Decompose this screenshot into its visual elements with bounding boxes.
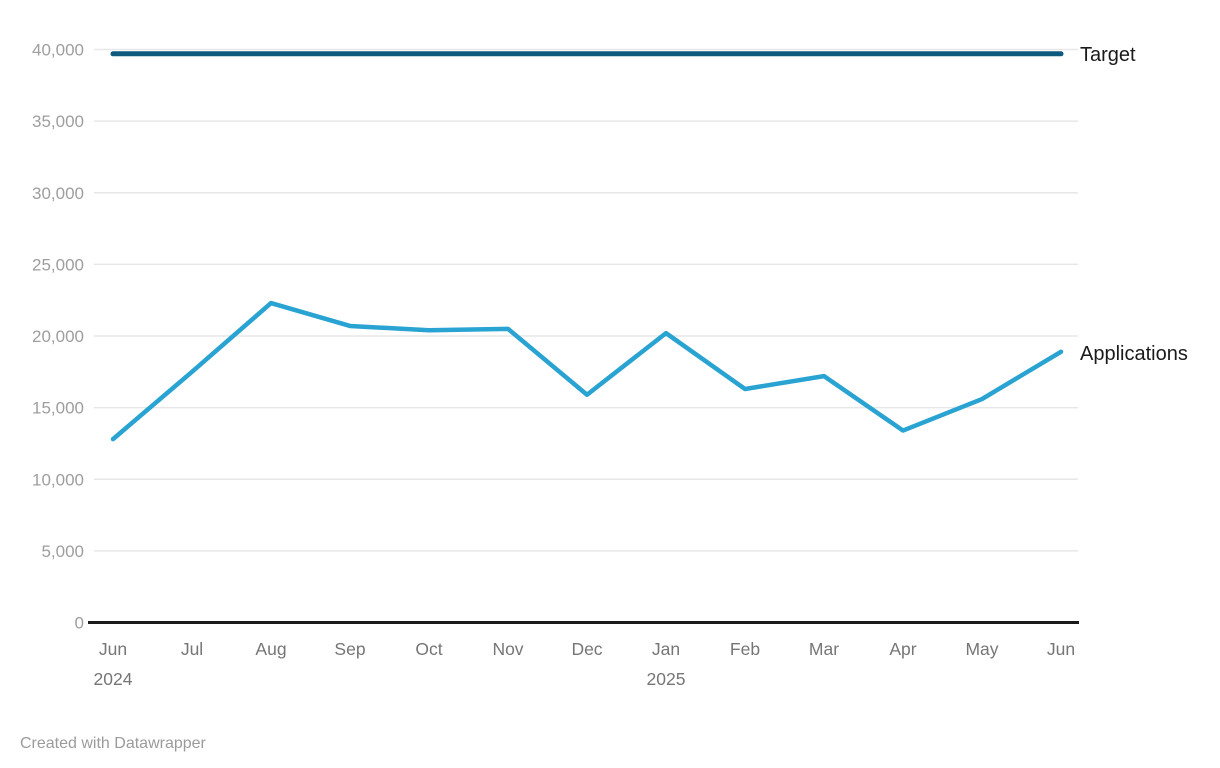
series-label-applications: Applications bbox=[1080, 343, 1188, 365]
applications-line bbox=[110, 300, 1064, 442]
x-axis-tick-label: Jun bbox=[1047, 639, 1075, 659]
y-axis-tick-label: 40,000 bbox=[32, 41, 84, 60]
y-axis-tick-label: 5,000 bbox=[41, 542, 84, 561]
y-axis-tick-label: 20,000 bbox=[32, 327, 84, 346]
x-axis-year-label: 2024 bbox=[94, 669, 133, 689]
y-axis-tick-label: 35,000 bbox=[32, 112, 84, 131]
y-axis-tick-label: 10,000 bbox=[32, 470, 84, 489]
x-axis-tick-label: Aug bbox=[255, 639, 286, 659]
x-axis-tick-label: May bbox=[965, 639, 998, 659]
x-axis-tick-label: Jun bbox=[99, 639, 127, 659]
x-axis-year-label: 2025 bbox=[647, 669, 686, 689]
x-axis-tick-label: Jul bbox=[181, 639, 203, 659]
x-axis-tick-label: Apr bbox=[889, 639, 916, 659]
attribution-text: Created with Datawrapper bbox=[20, 735, 206, 752]
series-label-target: Target bbox=[1080, 44, 1136, 66]
y-axis-tick-label: 15,000 bbox=[32, 399, 84, 418]
x-axis-tick-label: Jan bbox=[652, 639, 680, 659]
x-axis-tick-label: Oct bbox=[415, 639, 442, 659]
x-axis-tick-label: Sep bbox=[334, 639, 365, 659]
x-axis-tick-label: Dec bbox=[571, 639, 602, 659]
x-axis-tick-label: Feb bbox=[730, 639, 760, 659]
x-axis-tick-label: Mar bbox=[809, 639, 839, 659]
y-axis-tick-label: 0 bbox=[75, 614, 84, 633]
y-axis-tick-label: 25,000 bbox=[32, 255, 84, 274]
x-axis-tick-label: Nov bbox=[492, 639, 523, 659]
y-axis-tick-label: 30,000 bbox=[32, 184, 84, 203]
